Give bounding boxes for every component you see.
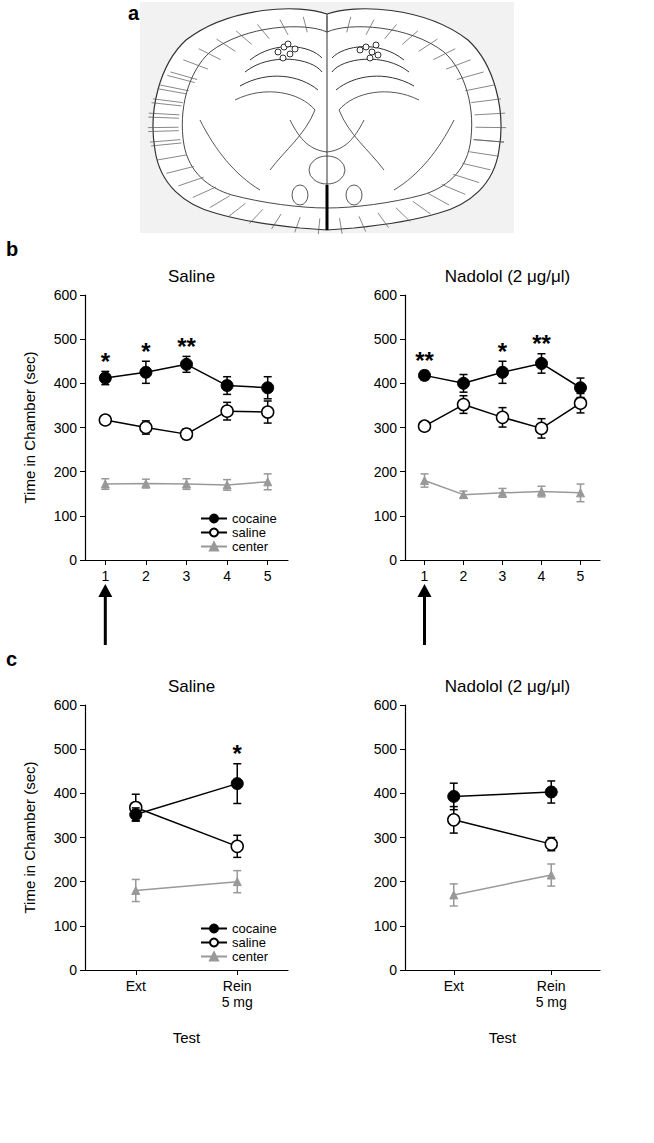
svg-text:1: 1 — [101, 568, 109, 584]
svg-text:Time in Chamber (sec): Time in Chamber (sec) — [21, 352, 38, 504]
svg-text:cocaine: cocaine — [232, 511, 277, 526]
svg-text:b: b — [6, 238, 18, 260]
svg-text:500: 500 — [374, 331, 398, 347]
svg-text:Nadolol (2 μg/μl): Nadolol (2 μg/μl) — [445, 677, 570, 696]
svg-text:600: 600 — [54, 287, 78, 303]
svg-text:5 mg: 5 mg — [536, 994, 567, 1010]
svg-text:100: 100 — [54, 508, 78, 524]
svg-text:0: 0 — [389, 962, 397, 978]
svg-text:200: 200 — [54, 464, 78, 480]
svg-text:3: 3 — [499, 568, 507, 584]
svg-text:**: ** — [177, 333, 196, 360]
svg-text:2: 2 — [460, 568, 468, 584]
svg-text:center: center — [232, 539, 269, 554]
svg-text:Nadolol (2 μg/μl): Nadolol (2 μg/μl) — [445, 267, 570, 286]
svg-text:600: 600 — [374, 697, 398, 713]
svg-text:Rein: Rein — [223, 978, 252, 994]
svg-text:cocaine: cocaine — [232, 921, 277, 936]
svg-text:c: c — [6, 648, 17, 670]
svg-text:100: 100 — [54, 918, 78, 934]
svg-text:*: * — [233, 740, 243, 767]
svg-text:Rein: Rein — [537, 978, 566, 994]
svg-text:5: 5 — [577, 568, 585, 584]
svg-text:saline: saline — [232, 935, 266, 950]
svg-text:500: 500 — [374, 741, 398, 757]
svg-text:Time in Chamber (sec): Time in Chamber (sec) — [21, 762, 38, 914]
svg-text:100: 100 — [374, 918, 398, 934]
svg-text:200: 200 — [374, 874, 398, 890]
svg-text:4: 4 — [538, 568, 546, 584]
svg-text:200: 200 — [54, 874, 78, 890]
svg-text:400: 400 — [374, 785, 398, 801]
svg-text:Ext: Ext — [126, 978, 146, 994]
svg-text:1: 1 — [421, 568, 429, 584]
svg-text:Test: Test — [489, 1029, 517, 1046]
svg-text:300: 300 — [54, 830, 78, 846]
svg-text:400: 400 — [54, 785, 78, 801]
svg-text:300: 300 — [54, 420, 78, 436]
svg-text:200: 200 — [374, 464, 398, 480]
svg-text:300: 300 — [374, 420, 398, 436]
svg-text:100: 100 — [374, 508, 398, 524]
svg-text:*: * — [498, 338, 508, 365]
svg-text:**: ** — [415, 347, 434, 374]
svg-text:400: 400 — [374, 375, 398, 391]
svg-text:Ext: Ext — [444, 978, 464, 994]
svg-text:3: 3 — [183, 568, 191, 584]
svg-text:*: * — [101, 348, 111, 375]
svg-text:center: center — [232, 949, 269, 964]
svg-text:300: 300 — [374, 830, 398, 846]
svg-text:600: 600 — [374, 287, 398, 303]
svg-text:4: 4 — [223, 568, 231, 584]
svg-text:600: 600 — [54, 697, 78, 713]
svg-text:a: a — [128, 2, 140, 24]
svg-text:5: 5 — [264, 568, 272, 584]
svg-text:2: 2 — [142, 568, 150, 584]
svg-text:500: 500 — [54, 331, 78, 347]
svg-text:Test: Test — [173, 1029, 201, 1046]
svg-text:Saline: Saline — [168, 267, 215, 286]
svg-text:0: 0 — [69, 962, 77, 978]
svg-text:5 mg: 5 mg — [222, 994, 253, 1010]
svg-text:Saline: Saline — [168, 677, 215, 696]
svg-text:0: 0 — [389, 552, 397, 568]
svg-text:400: 400 — [54, 375, 78, 391]
svg-text:*: * — [141, 338, 151, 365]
svg-text:500: 500 — [54, 741, 78, 757]
svg-text:**: ** — [532, 330, 551, 357]
svg-text:saline: saline — [232, 525, 266, 540]
svg-text:0: 0 — [69, 552, 77, 568]
